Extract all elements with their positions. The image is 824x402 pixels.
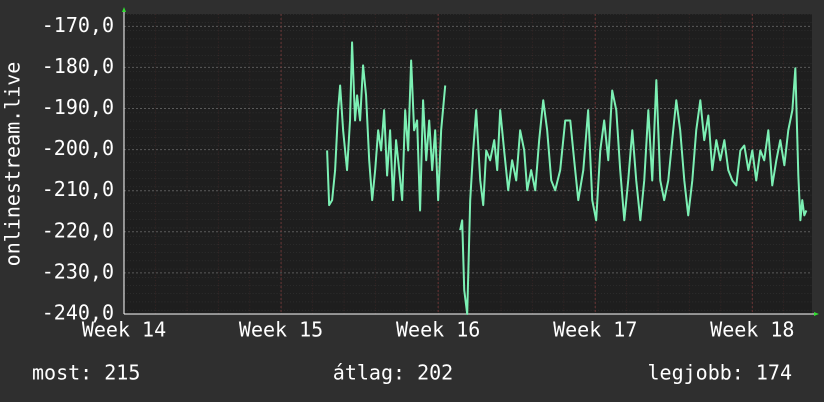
y-tick-label: -180,0 xyxy=(42,54,114,78)
stat-best: legjobb: 174 xyxy=(648,361,793,385)
y-tick-label: -170,0 xyxy=(42,13,114,37)
y-tick-label: -230,0 xyxy=(42,259,114,283)
y-axis-label: onlinestream.live xyxy=(1,62,25,267)
y-tick-label: -220,0 xyxy=(42,218,114,242)
x-tick-label: Week 18 xyxy=(710,318,794,342)
y-tick-label: -210,0 xyxy=(42,177,114,201)
y-tick-label: -200,0 xyxy=(42,136,114,160)
axis-arrow xyxy=(122,7,126,12)
y-tick-label: -240,0 xyxy=(42,301,114,325)
axis-arrow xyxy=(814,312,819,316)
x-tick-label: Week 16 xyxy=(396,318,480,342)
series-line xyxy=(326,41,808,315)
x-tick-label: Week 14 xyxy=(82,318,166,342)
x-tick-label: Week 15 xyxy=(239,318,323,342)
stat-now: most: 215 xyxy=(32,361,140,385)
stat-average: átlag: 202 xyxy=(333,361,453,385)
x-tick-label: Week 17 xyxy=(553,318,637,342)
y-tick-label: -190,0 xyxy=(42,95,114,119)
